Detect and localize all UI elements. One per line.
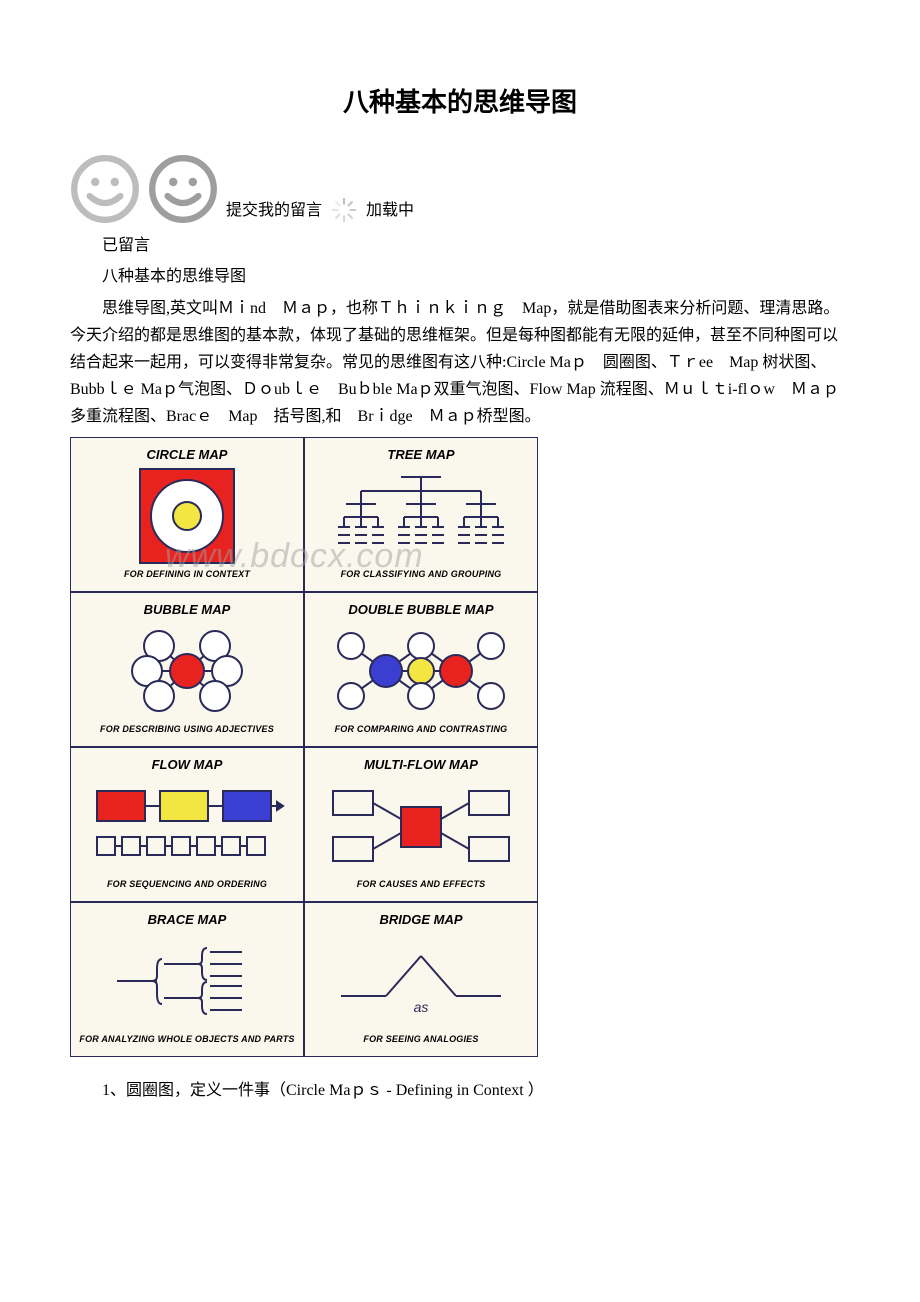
posted-label: 已留言	[102, 232, 850, 259]
cell-title: BRACE MAP	[148, 909, 227, 931]
bridge-map-diagram: as	[326, 934, 516, 1029]
double-bubble-diagram	[321, 621, 521, 721]
cell-double-bubble-map: DOUBLE BUBBLE MAP FOR COMPARI	[304, 592, 538, 747]
section-1-heading: 1、圆圈图，定义一件事（Circle Maｐｓ - Defining in Co…	[70, 1077, 850, 1104]
cell-caption: FOR SEEING ANALOGIES	[363, 1032, 478, 1047]
smiley-icon	[70, 154, 140, 224]
submit-comment-label: 提交我的留言	[226, 197, 322, 224]
cell-title: BRIDGE MAP	[379, 909, 462, 931]
thinking-maps-grid: CIRCLE MAP FOR DEFINING IN CONTEXT TREE …	[70, 437, 538, 1057]
cell-bubble-map: BUBBLE MAP FOR DESCRIBING USING ADJECTIV…	[70, 592, 304, 747]
brace-map-diagram	[102, 934, 272, 1029]
tree-map-diagram	[326, 469, 516, 564]
cell-caption: FOR COMPARING AND CONTRASTING	[335, 722, 508, 737]
cell-title: MULTI-FLOW MAP	[364, 754, 478, 776]
cell-tree-map: TREE MAP	[304, 437, 538, 592]
cell-caption: FOR SEQUENCING AND ORDERING	[107, 877, 267, 892]
cell-bridge-map: BRIDGE MAP as FOR SEEING ANALOGIES	[304, 902, 538, 1057]
cell-title: CIRCLE MAP	[147, 444, 228, 466]
intro-paragraph: 思维导图,英文叫Ｍｉnd Ｍａｐ，也称Ｔｈｉｎｋｉｎｇ Map，就是借助图表来分…	[70, 295, 850, 431]
multi-flow-diagram	[321, 779, 521, 874]
page-title: 八种基本的思维导图	[70, 80, 850, 124]
spinner-icon	[330, 196, 358, 224]
heading-2: 八种基本的思维导图	[102, 263, 850, 290]
cell-caption: FOR DESCRIBING USING ADJECTIVES	[100, 722, 274, 737]
cell-brace-map: BRACE MAP FOR ANALYZIN	[70, 902, 304, 1057]
cell-caption: FOR CLASSIFYING AND GROUPING	[341, 567, 502, 582]
cell-flow-map: FLOW MAP	[70, 747, 304, 902]
loading-label: 加载中	[366, 197, 414, 224]
cell-title: TREE MAP	[387, 444, 454, 466]
cell-multi-flow-map: MULTI-FLOW MAP FOR CAUSES AND EFFECTS	[304, 747, 538, 902]
bubble-map-diagram	[117, 621, 257, 721]
emoji-row: 提交我的留言 加载中	[70, 154, 850, 224]
cell-caption: FOR DEFINING IN CONTEXT	[124, 567, 250, 582]
cell-title: DOUBLE BUBBLE MAP	[348, 599, 493, 621]
cell-caption: FOR CAUSES AND EFFECTS	[357, 877, 486, 892]
flow-map-diagram	[87, 779, 287, 874]
cell-title: BUBBLE MAP	[144, 599, 231, 621]
svg-text:as: as	[414, 999, 429, 1015]
smiley-icon	[148, 154, 218, 224]
cell-caption: FOR ANALYZING WHOLE OBJECTS AND PARTS	[79, 1032, 294, 1047]
cell-title: FLOW MAP	[152, 754, 223, 776]
circle-map-diagram	[132, 466, 242, 566]
cell-circle-map: CIRCLE MAP FOR DEFINING IN CONTEXT	[70, 437, 304, 592]
